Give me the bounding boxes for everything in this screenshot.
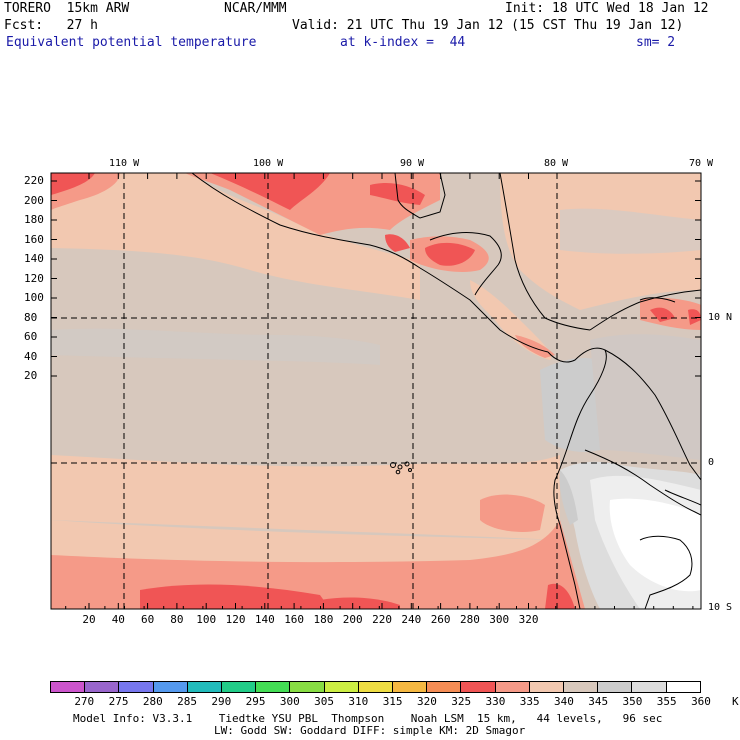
x-tick-label: 220 xyxy=(372,613,392,626)
lon-label-70w: 70 W xyxy=(689,158,714,169)
colorbar xyxy=(50,681,701,693)
colorbar-label: 270 xyxy=(74,695,95,708)
organization: NCAR/MMM xyxy=(224,1,287,16)
colorbar-label: 325 xyxy=(451,695,472,708)
colorbar-swatch xyxy=(495,682,530,692)
colorbar-swatch xyxy=(666,682,700,692)
y-tick-label: 200 xyxy=(24,193,44,207)
x-tick-label: 20 xyxy=(82,613,96,626)
coastlines xyxy=(191,173,701,609)
colorbar-swatch xyxy=(187,682,223,692)
colorbar-label: 350 xyxy=(622,695,643,708)
colorbar-label: 330 xyxy=(485,695,506,708)
colorbar-swatch xyxy=(153,682,188,692)
y-tick-label: 60 xyxy=(24,330,38,343)
colorbar-label: 360 xyxy=(691,695,711,708)
lon-label-90w: 90 W xyxy=(400,158,425,169)
colorbar-label: 295 xyxy=(245,695,266,708)
model-info: Model Info: V3.3.1 Tiedtke YSU PBL Thomp… xyxy=(73,712,663,725)
colorbar-label: 310 xyxy=(348,695,369,708)
smoothing: sm= 2 xyxy=(636,35,676,50)
colorbar-label: 315 xyxy=(382,695,403,708)
lon-label-100w: 100 W xyxy=(253,158,284,169)
colorbar-swatch xyxy=(51,682,86,692)
colorbar-swatch xyxy=(632,682,667,692)
colorbar-swatch xyxy=(598,682,633,692)
colorbar-label: 320 xyxy=(416,695,437,708)
colorbar-label: 335 xyxy=(519,695,540,708)
x-tick-label: 300 xyxy=(489,613,510,626)
physics-info: LW: Godd SW: Goddard DIFF: simple KM: 2D… xyxy=(214,724,526,737)
x-tick-label: 60 xyxy=(141,613,155,626)
temperature-field xyxy=(51,173,701,609)
y-tick-label: 80 xyxy=(24,310,38,324)
y-tick-label: 180 xyxy=(24,213,44,226)
graticule xyxy=(51,173,701,609)
x-tick-label: 100 xyxy=(196,613,217,626)
x-tick-label: 240 xyxy=(401,613,422,626)
colorbar-swatch xyxy=(85,682,120,692)
colorbar-label: 345 xyxy=(588,695,609,708)
colorbar-swatch xyxy=(529,682,565,692)
colorbar-swatch xyxy=(358,682,394,692)
x-tick-label: 260 xyxy=(430,613,451,626)
lat-label-0: 0 xyxy=(708,457,715,468)
colorbar-swatch xyxy=(324,682,359,692)
y-tick-label: 40 xyxy=(24,349,38,363)
colorbar-label: 340 xyxy=(554,695,574,708)
colorbar-label: 355 xyxy=(656,695,677,708)
x-tick-label: 180 xyxy=(313,613,334,626)
x-tick-label: 320 xyxy=(518,613,539,626)
x-tick-label: 140 xyxy=(254,613,275,626)
axis-ticks xyxy=(51,173,701,609)
colorbar-label: 290 xyxy=(211,695,232,708)
colorbar-swatch xyxy=(393,682,428,692)
x-tick-label: 280 xyxy=(460,613,480,626)
model-name: TORERO 15km ARW xyxy=(4,1,130,16)
colorbar-label: 285 xyxy=(177,695,197,708)
colorbar-swatch xyxy=(119,682,154,692)
colorbar-label: 300 xyxy=(279,695,300,708)
colorbar-swatch xyxy=(427,682,462,692)
lat-label-10n: 10 N xyxy=(708,312,733,323)
y-tick-label: 120 xyxy=(24,271,44,285)
x-tick-label: 160 xyxy=(284,613,305,626)
x-tick-label: 200 xyxy=(342,613,363,626)
x-tick-label: 120 xyxy=(225,613,246,626)
valid-time: Valid: 21 UTC Thu 19 Jan 12 (15 CST Thu … xyxy=(292,18,684,33)
colorbar-label: 275 xyxy=(108,695,129,708)
colorbar-label: 280 xyxy=(142,695,163,708)
y-tick-label: 100 xyxy=(24,291,44,304)
y-tick-label: 220 xyxy=(24,174,44,187)
x-tick-label: 40 xyxy=(111,613,125,626)
colorbar-label: 305 xyxy=(314,695,335,708)
x-tick-label: 80 xyxy=(170,613,184,626)
plot-frame xyxy=(50,172,702,610)
forecast-hour: Fcst: 27 h xyxy=(4,18,98,33)
y-tick-label: 20 xyxy=(24,369,38,382)
colorbar-swatch xyxy=(222,682,257,692)
field-name: Equivalent potential temperature xyxy=(6,35,257,50)
lat-label-10s: 10 S xyxy=(708,602,733,613)
y-tick-label: 140 xyxy=(24,252,44,265)
colorbar-label: K xyxy=(731,695,739,708)
y-tick-label: 160 xyxy=(24,232,44,246)
level-index: at k-index = 44 xyxy=(340,35,466,50)
colorbar-swatch xyxy=(290,682,325,692)
colorbar-swatch xyxy=(461,682,496,692)
lon-label-80w: 80 W xyxy=(544,158,569,169)
init-time: Init: 18 UTC Wed 18 Jan 12 xyxy=(505,1,709,16)
colorbar-swatch xyxy=(256,682,291,692)
colorbar-swatch xyxy=(564,682,599,692)
lon-label-110w: 110 W xyxy=(109,158,140,169)
